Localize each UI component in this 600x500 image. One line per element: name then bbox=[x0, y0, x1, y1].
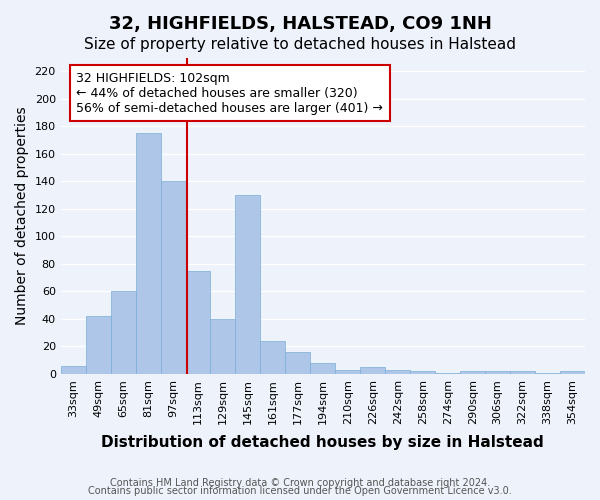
Bar bbox=[535, 372, 560, 374]
Bar bbox=[136, 133, 161, 374]
Bar bbox=[286, 352, 310, 374]
Bar bbox=[110, 292, 136, 374]
Bar bbox=[235, 195, 260, 374]
Bar bbox=[435, 372, 460, 374]
Bar bbox=[385, 370, 410, 374]
Bar bbox=[161, 182, 185, 374]
Bar bbox=[485, 371, 510, 374]
Bar bbox=[185, 270, 211, 374]
Text: Contains HM Land Registry data © Crown copyright and database right 2024.: Contains HM Land Registry data © Crown c… bbox=[110, 478, 490, 488]
Bar bbox=[560, 371, 585, 374]
Y-axis label: Number of detached properties: Number of detached properties bbox=[15, 106, 29, 325]
Bar bbox=[260, 341, 286, 374]
Bar bbox=[360, 367, 385, 374]
Bar bbox=[460, 371, 485, 374]
Text: Contains public sector information licensed under the Open Government Licence v3: Contains public sector information licen… bbox=[88, 486, 512, 496]
Text: Size of property relative to detached houses in Halstead: Size of property relative to detached ho… bbox=[84, 38, 516, 52]
Bar bbox=[211, 319, 235, 374]
X-axis label: Distribution of detached houses by size in Halstead: Distribution of detached houses by size … bbox=[101, 435, 544, 450]
Text: 32 HIGHFIELDS: 102sqm
← 44% of detached houses are smaller (320)
56% of semi-det: 32 HIGHFIELDS: 102sqm ← 44% of detached … bbox=[76, 72, 383, 114]
Bar bbox=[86, 316, 110, 374]
Bar bbox=[335, 370, 360, 374]
Text: 32, HIGHFIELDS, HALSTEAD, CO9 1NH: 32, HIGHFIELDS, HALSTEAD, CO9 1NH bbox=[109, 15, 491, 33]
Bar bbox=[510, 371, 535, 374]
Bar bbox=[310, 363, 335, 374]
Bar bbox=[61, 366, 86, 374]
Bar bbox=[410, 371, 435, 374]
